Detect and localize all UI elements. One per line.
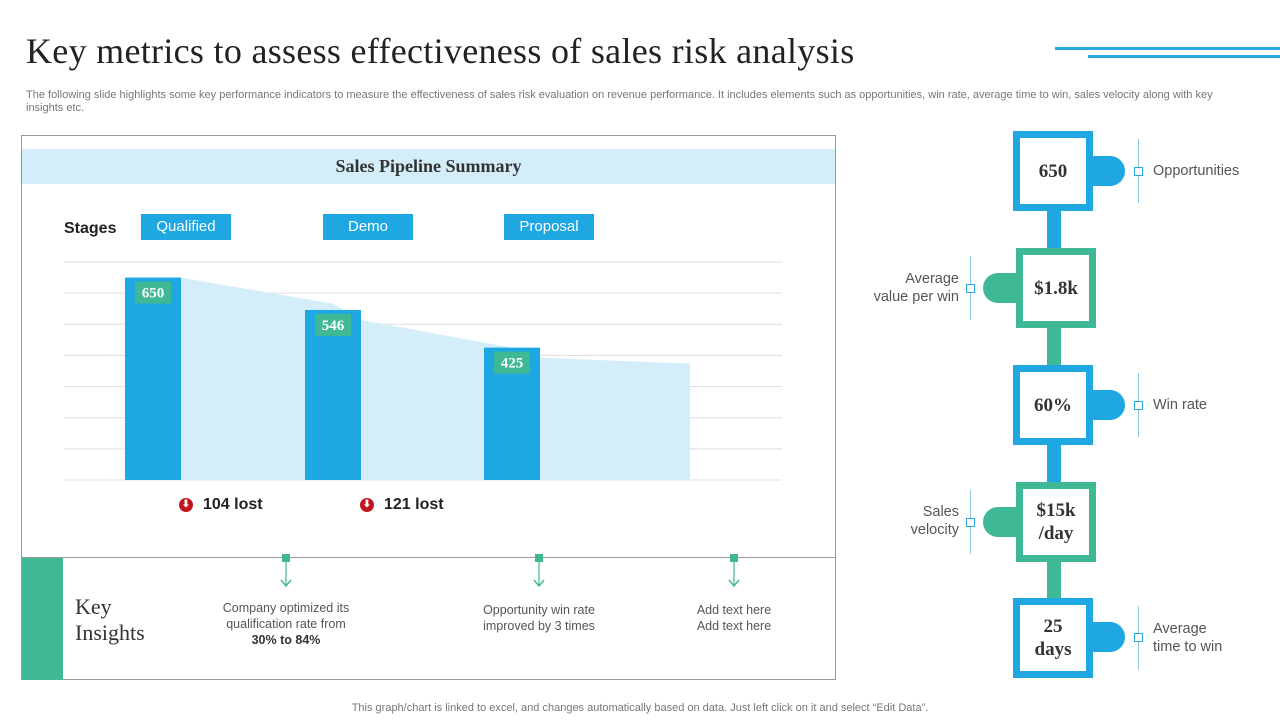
bar-qualified [125,277,181,480]
insight-text-3: Add text here Add text here [696,603,772,633]
lost-label: 121 lost [384,496,444,513]
label-tick-square [1134,401,1143,410]
data-label: 650 [142,286,165,302]
stage-tag-proposal: Proposal [504,214,594,240]
panel-header: Sales Pipeline Summary [22,149,835,184]
stages-label: Stages [64,220,117,237]
label-tick-square [966,518,975,527]
chain-connector [1047,208,1061,250]
arrow-down-circle-icon: ⬇ [179,498,193,512]
metric-average-value-per-win: $1.8k [1016,248,1096,328]
insights-divider [22,557,835,558]
data-label-bg [315,313,351,336]
stage-tag-demo: Demo [323,214,413,240]
label-tick-square [966,284,975,293]
metric-tab [983,273,1017,303]
lost-indicator-1: ⬇ 104 lost [179,496,263,514]
insight-text-1: Company optimized its qualification rate… [222,601,350,647]
data-label: 425 [501,356,524,372]
stage-tag-qualified: Qualified [141,214,231,240]
lost-label: 104 lost [203,496,263,513]
metric-tab [1091,622,1125,652]
arrow-down-icon [280,554,292,588]
metric-label-average-time-to-win: Average time to win [1153,621,1223,655]
insights-accent-bar [22,558,63,680]
metric-tab [983,507,1017,537]
chain-connector [1047,442,1061,484]
metric-opportunities: 650 [1013,131,1093,211]
decorative-line-top [1055,47,1280,50]
metric-label-opportunities: Opportunities [1153,163,1240,179]
lost-indicator-2: ⬇ 121 lost [360,496,444,514]
insights-title: Key Insights [75,594,145,645]
metric-label-sales-velocity: Sales velocity [910,504,959,538]
insight-text-2: Opportunity win rate improved by 3 times [483,603,595,633]
bar-demo [305,309,361,480]
page-title: Key metrics to assess effectiveness of s… [26,31,855,71]
chain-connector [1047,559,1061,601]
metric-win-rate: 60% [1013,365,1093,445]
pipeline-area [125,277,690,480]
data-label: 546 [322,318,345,334]
footer-note: This graph/chart is linked to excel, and… [351,702,929,714]
label-tick-square [1134,633,1143,642]
page-subtitle: The following slide highlights some key … [26,89,1213,114]
metric-label-win-rate: Win rate [1153,397,1207,413]
chain-connector [1047,325,1061,367]
metric-tab [1091,156,1125,186]
metric-average-time-to-win: 25 days [1013,598,1093,678]
metric-sales-velocity: $15k/day [1016,482,1096,562]
data-label-bg [494,351,530,374]
pipeline-chart: 650 546 425 [64,261,782,481]
metric-tab [1091,390,1125,420]
sales-pipeline-panel: Sales Pipeline Summary Stages Qualified … [21,135,836,680]
arrow-down-circle-icon: ⬇ [360,498,374,512]
data-label-bg [135,281,171,304]
decorative-line-bottom [1088,55,1280,58]
arrow-down-icon [533,554,545,588]
arrow-down-icon [728,554,740,588]
label-tick-square [1134,167,1143,176]
metric-label-average-value-per-win: Average value per win [873,271,959,305]
